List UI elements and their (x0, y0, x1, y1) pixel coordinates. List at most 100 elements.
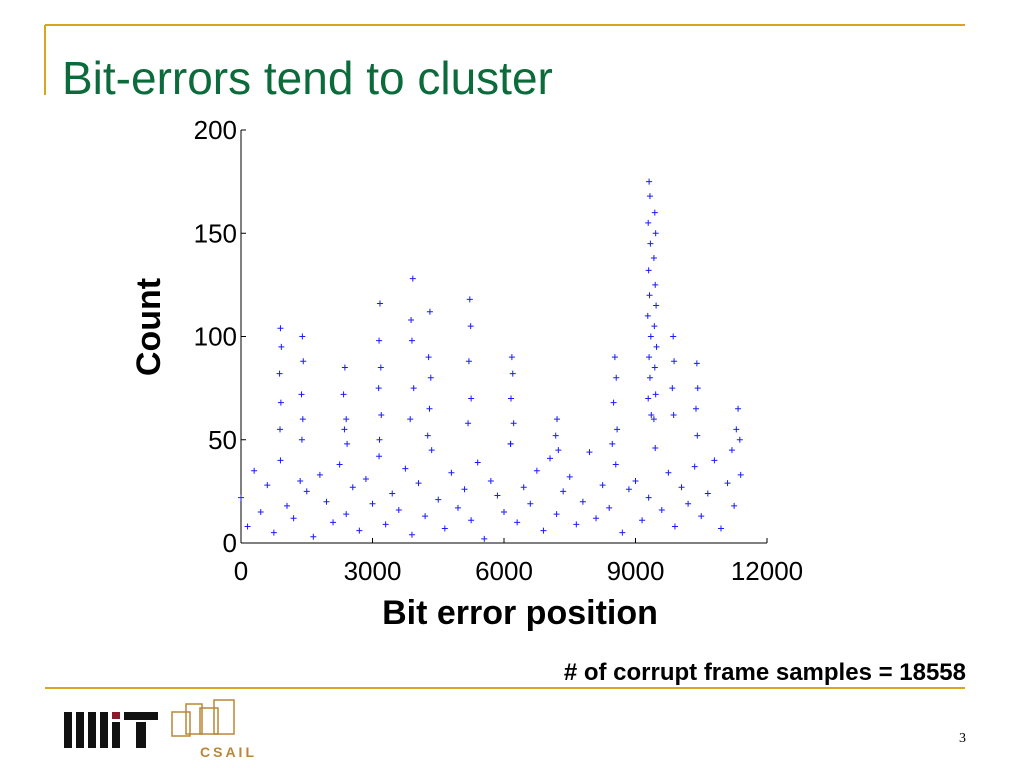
point (645, 494, 652, 501)
point (647, 333, 654, 340)
point (694, 432, 701, 439)
point (299, 416, 306, 423)
point (612, 461, 619, 468)
point (299, 333, 306, 340)
point (376, 337, 383, 344)
point (646, 193, 653, 200)
point (670, 333, 677, 340)
point (454, 504, 461, 511)
point (610, 399, 617, 406)
point (648, 411, 655, 418)
point (278, 343, 285, 350)
point (375, 385, 382, 392)
point (533, 467, 540, 474)
point (510, 420, 517, 427)
point (508, 354, 515, 361)
point (378, 411, 385, 418)
x-tick-label: 12000 (731, 556, 803, 586)
point (270, 529, 277, 536)
point (645, 395, 652, 402)
point (290, 515, 297, 522)
point (424, 432, 431, 439)
point (377, 364, 384, 371)
point (646, 354, 653, 361)
y-tick-label: 100 (194, 322, 237, 352)
point (468, 517, 475, 524)
point (651, 323, 658, 330)
point (652, 391, 659, 398)
point (501, 509, 507, 516)
point (552, 432, 559, 439)
point (494, 492, 501, 499)
y-tick-label: 200 (194, 115, 237, 145)
point (653, 343, 660, 350)
point (356, 527, 363, 534)
point (653, 302, 660, 309)
point (487, 478, 494, 485)
point (579, 498, 586, 505)
point (733, 426, 740, 433)
y-axis-label: Count (130, 278, 168, 376)
point (650, 255, 657, 262)
point (645, 267, 652, 274)
point (310, 533, 317, 540)
point (646, 374, 653, 381)
point (509, 370, 516, 377)
point (395, 506, 402, 513)
point (547, 455, 554, 462)
point (461, 486, 468, 493)
x-tick-label: 0 (234, 556, 248, 586)
point (465, 420, 472, 427)
mit-logo (64, 712, 158, 748)
point (341, 426, 348, 433)
logo-text: CSAIL (200, 744, 257, 760)
point (382, 521, 389, 528)
csail-logo (171, 699, 235, 737)
point (671, 358, 678, 365)
point (698, 513, 705, 520)
point (343, 416, 350, 423)
point (724, 480, 731, 487)
point (609, 440, 616, 447)
point (298, 436, 305, 443)
point (651, 364, 658, 371)
point (428, 447, 435, 454)
point (737, 471, 744, 478)
point (693, 360, 700, 367)
point (244, 523, 251, 530)
x-tick-label: 9000 (607, 556, 665, 586)
point (323, 498, 330, 505)
point (409, 275, 416, 282)
point (632, 478, 639, 485)
point (619, 529, 626, 536)
point (474, 459, 481, 466)
point (646, 292, 653, 299)
point (646, 178, 653, 185)
point (410, 385, 417, 392)
point (340, 391, 347, 398)
point (573, 521, 580, 528)
point (408, 316, 415, 323)
point (277, 399, 284, 406)
point (520, 484, 527, 491)
point (362, 475, 369, 482)
point (425, 354, 432, 361)
y-tick-label: 0 (223, 528, 237, 558)
point (599, 482, 606, 489)
point (652, 230, 659, 237)
point (555, 447, 562, 454)
point (427, 374, 434, 381)
slide-title: Bit-errors tend to cluster (62, 52, 553, 104)
y-tick-label: 150 (194, 218, 237, 248)
point (435, 496, 442, 503)
point (613, 374, 620, 381)
point (426, 308, 433, 315)
point (408, 531, 415, 538)
point (330, 519, 337, 526)
point (658, 506, 665, 513)
point (671, 523, 678, 530)
point (685, 500, 692, 507)
point (717, 525, 724, 532)
point (731, 502, 738, 509)
point (336, 461, 343, 468)
